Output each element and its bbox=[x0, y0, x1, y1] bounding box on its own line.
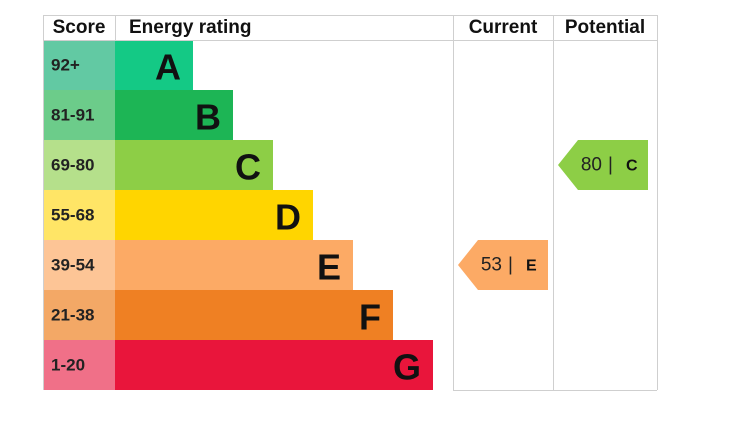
score-cell bbox=[43, 40, 115, 90]
header: Current bbox=[469, 17, 538, 38]
rating-bar bbox=[115, 90, 233, 140]
current-arrow bbox=[458, 240, 548, 290]
score-cell bbox=[43, 90, 115, 140]
current-value: 53 bbox=[481, 255, 502, 276]
score-label: 69-80 bbox=[51, 156, 94, 175]
potential-value: 80 bbox=[581, 155, 602, 176]
header: Energy rating bbox=[129, 17, 251, 38]
rating-letter: C bbox=[235, 147, 261, 188]
score-label: 55-68 bbox=[51, 206, 94, 225]
potential-separator: | bbox=[608, 155, 613, 176]
rating-bar bbox=[115, 190, 313, 240]
potential-letter: C bbox=[626, 158, 638, 175]
rating-letter: F bbox=[359, 297, 381, 338]
rating-letter: E bbox=[317, 247, 341, 288]
score-cell bbox=[43, 340, 115, 390]
score-label: 92+ bbox=[51, 56, 80, 75]
rating-letter: A bbox=[155, 47, 181, 88]
rating-bar bbox=[115, 40, 193, 90]
rating-letter: D bbox=[275, 197, 301, 238]
score-label: 1-20 bbox=[51, 356, 85, 375]
score-label: 81-91 bbox=[51, 106, 94, 125]
score-cell bbox=[43, 140, 115, 190]
score-cell bbox=[43, 240, 115, 290]
score-cell bbox=[43, 190, 115, 240]
rating-bar bbox=[115, 240, 353, 290]
potential-arrow bbox=[558, 140, 648, 190]
rating-bar bbox=[115, 140, 273, 190]
rating-bar bbox=[115, 340, 433, 390]
current-letter: E bbox=[526, 258, 537, 275]
rating-letter: G bbox=[393, 347, 421, 388]
rating-bar bbox=[115, 290, 393, 340]
header: Score bbox=[53, 17, 106, 38]
score-label: 39-54 bbox=[51, 256, 95, 275]
score-cell bbox=[43, 290, 115, 340]
current-separator: | bbox=[508, 255, 513, 276]
score-label: 21-38 bbox=[51, 306, 94, 325]
header: Potential bbox=[565, 17, 645, 38]
rating-letter: B bbox=[195, 97, 221, 138]
